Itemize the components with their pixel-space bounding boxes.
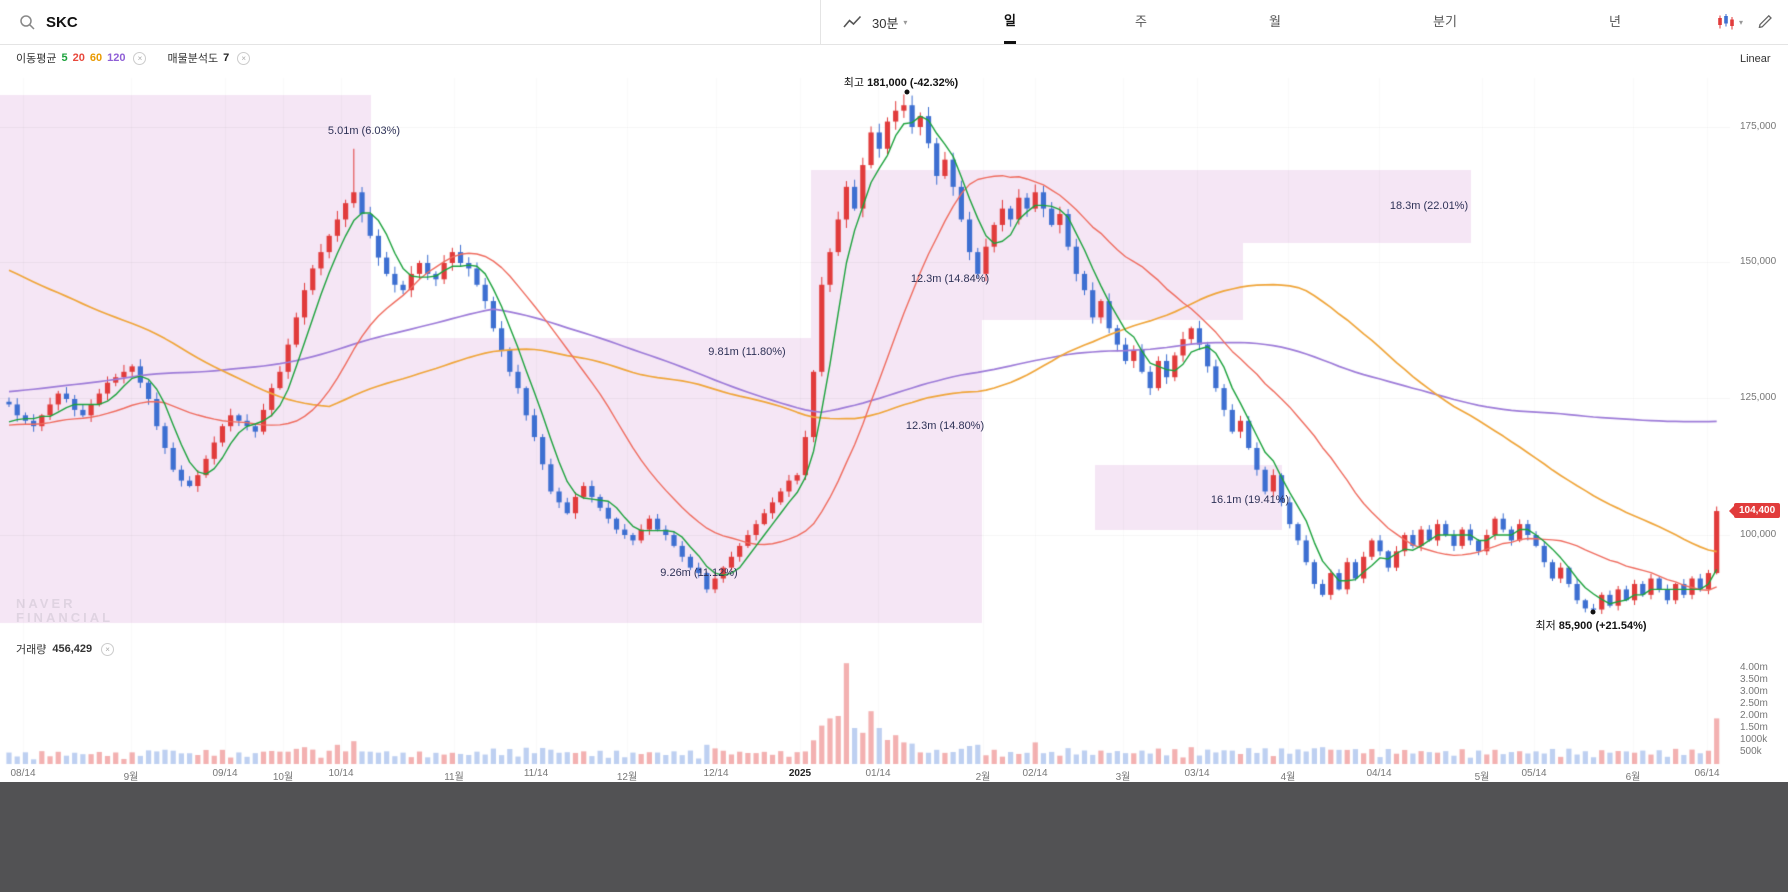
- watermark-line1: NAVER: [16, 596, 76, 611]
- candle-style-dropdown[interactable]: ▾: [1717, 13, 1743, 31]
- toolbar: SKC 30분 ▾ 일 주 월 분기 년: [0, 0, 1788, 45]
- volume-legend-value: 456,429: [52, 643, 93, 655]
- interval-dropdown[interactable]: 30분 ▾: [872, 0, 907, 44]
- scale-mode-label[interactable]: Linear: [1740, 53, 1771, 65]
- watermark: NAVER FINANCIAL: [16, 597, 113, 624]
- volume-legend-label: 거래량: [16, 644, 47, 656]
- profile-close-icon[interactable]: ×: [237, 51, 251, 65]
- ma-period-120: 120: [107, 52, 126, 64]
- ma-period-60: 60: [89, 52, 103, 64]
- tab-weekly[interactable]: 주: [1135, 14, 1147, 29]
- tab-quarterly[interactable]: 분기: [1433, 14, 1457, 29]
- symbol-search-value: SKC: [46, 13, 78, 31]
- chevron-down-icon: ▾: [1738, 17, 1743, 27]
- profile-legend-value: 7: [223, 52, 230, 64]
- ma-period-5: 5: [61, 52, 68, 64]
- ma-legend-label: 이동평균: [16, 53, 57, 65]
- current-price-badge: 104,400: [1728, 503, 1781, 518]
- pencil-icon: [1758, 14, 1772, 29]
- volume-close-icon[interactable]: ×: [101, 642, 115, 656]
- chevron-down-icon: ▾: [903, 17, 908, 27]
- candlestick-icon: [1718, 14, 1734, 30]
- tab-monthly[interactable]: 월: [1269, 14, 1281, 29]
- toolbar-right-tools: ▾: [1717, 0, 1774, 44]
- volume-legend: 거래량 456,429 ×: [16, 641, 115, 657]
- tab-yearly[interactable]: 년: [1609, 14, 1621, 29]
- draw-tool-button[interactable]: [1757, 11, 1774, 33]
- symbol-search-box[interactable]: SKC: [0, 0, 821, 44]
- indicator-legend: 이동평균 5 20 60 120 × 매물분석도 7 ×: [16, 50, 251, 66]
- profile-legend-label: 매물분석도: [167, 53, 219, 65]
- ma-close-icon[interactable]: ×: [133, 51, 147, 65]
- watermark-line2: FINANCIAL: [16, 609, 114, 625]
- interval-label: 30분: [872, 15, 899, 31]
- search-icon: [20, 15, 35, 30]
- price-chart-canvas[interactable]: [0, 0, 1788, 782]
- chart-type-icon[interactable]: [840, 0, 864, 44]
- line-chart-icon: [842, 15, 861, 28]
- bottom-panel: [0, 782, 1788, 892]
- tab-daily[interactable]: 일: [1004, 0, 1016, 44]
- ma-period-20: 20: [72, 52, 85, 64]
